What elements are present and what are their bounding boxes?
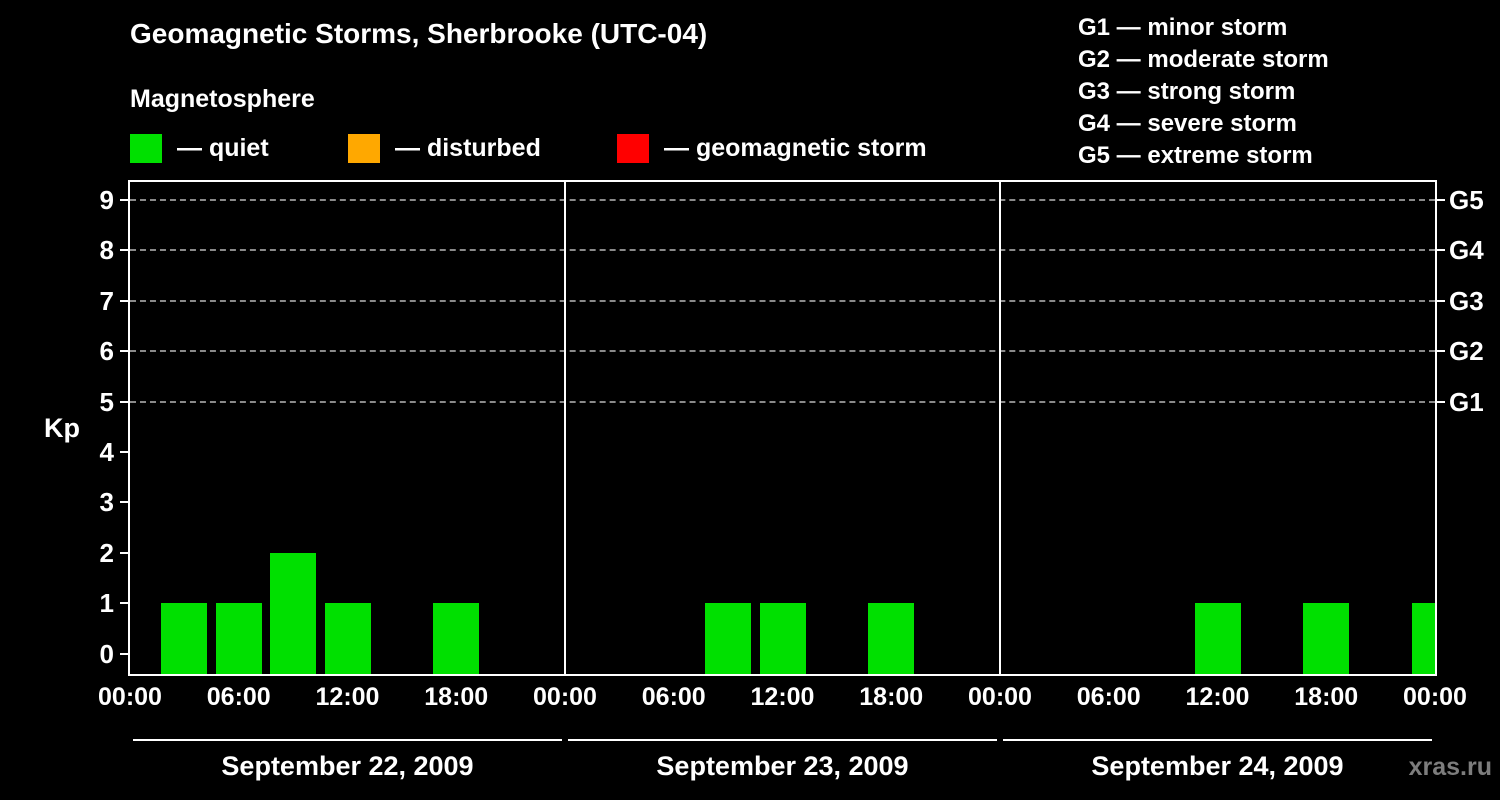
right-axis-label-g4: G4 bbox=[1449, 235, 1484, 266]
right-axis-label-g3: G3 bbox=[1449, 285, 1484, 316]
left-tick-mark bbox=[120, 551, 130, 554]
g1-legend-line: G1 — minor storm bbox=[1078, 14, 1288, 41]
left-tick-mark bbox=[120, 450, 130, 453]
y-tick-label: 0 bbox=[99, 638, 114, 669]
kp-bar-day1-h3 bbox=[161, 603, 208, 674]
g4-legend-line: G4 — severe storm bbox=[1078, 110, 1297, 137]
y-tick-label: 7 bbox=[99, 285, 114, 316]
y-tick-label: 1 bbox=[99, 588, 114, 619]
legend-item-quiet: — quiet bbox=[130, 133, 269, 163]
y-tick-label: 8 bbox=[99, 235, 114, 266]
x-tick-label: 12:00 bbox=[750, 683, 815, 711]
x-tick-label: 18:00 bbox=[1294, 683, 1359, 711]
y-tick-label: 4 bbox=[99, 436, 114, 467]
left-tick-mark bbox=[120, 249, 130, 252]
x-tick-label: 00:00 bbox=[533, 683, 597, 711]
kp-bar-day2-h18 bbox=[868, 603, 915, 674]
x-tick-label: 00:00 bbox=[968, 683, 1032, 711]
x-tick-label: 12:00 bbox=[1185, 683, 1250, 711]
x-tick-label: 12:00 bbox=[315, 683, 380, 711]
gridline-g3 bbox=[130, 299, 1435, 302]
watermark: xras.ru bbox=[1408, 753, 1492, 781]
g3-legend-line: G3 — strong storm bbox=[1078, 78, 1296, 105]
day-separator bbox=[999, 182, 1001, 674]
kp-bar-day1-h12 bbox=[324, 603, 371, 674]
right-tick-mark bbox=[1435, 249, 1445, 252]
day-separator bbox=[564, 182, 566, 674]
plot-area bbox=[130, 182, 1435, 674]
chart-subtitle: Magnetosphere bbox=[130, 85, 315, 113]
g5-legend-line: G5 — extreme storm bbox=[1078, 142, 1313, 169]
date-label-day3: September 24, 2009 bbox=[1091, 751, 1344, 781]
g2-legend-line: G2 — moderate storm bbox=[1078, 46, 1329, 73]
gridline-g1 bbox=[130, 400, 1435, 403]
right-axis-label-g5: G5 bbox=[1449, 184, 1484, 215]
left-tick-mark bbox=[120, 501, 130, 504]
x-tick-label: 06:00 bbox=[206, 683, 271, 711]
left-tick-mark bbox=[120, 350, 130, 353]
storm-color-swatch bbox=[617, 133, 649, 163]
storm-label: — geomagnetic storm bbox=[664, 133, 927, 162]
x-tick-label: 18:00 bbox=[859, 683, 924, 711]
x-tick-label: 06:00 bbox=[641, 683, 706, 711]
y-tick-label: 5 bbox=[99, 386, 114, 417]
x-tick-label: 00:00 bbox=[98, 683, 162, 711]
date-label-day2: September 23, 2009 bbox=[656, 751, 909, 781]
left-tick-mark bbox=[120, 299, 130, 302]
right-tick-mark bbox=[1435, 299, 1445, 302]
date-underline bbox=[1003, 739, 1432, 741]
date-label-day1: September 22, 2009 bbox=[221, 751, 474, 781]
quiet-label: — quiet bbox=[177, 133, 269, 162]
legend-item-disturbed: — disturbed bbox=[348, 133, 541, 163]
y-tick-label: 9 bbox=[99, 184, 114, 215]
x-tick-label: 18:00 bbox=[424, 683, 489, 711]
x-tick-label: 06:00 bbox=[1076, 683, 1141, 711]
legend-item-storm: — geomagnetic storm bbox=[617, 133, 927, 163]
disturbed-label: — disturbed bbox=[395, 133, 541, 162]
right-tick-mark bbox=[1435, 350, 1445, 353]
right-axis-label-g2: G2 bbox=[1449, 336, 1484, 367]
date-underline bbox=[133, 739, 562, 741]
y-tick-label: 2 bbox=[99, 537, 114, 568]
kp-bar-day3-h12 bbox=[1194, 603, 1241, 674]
gridline-g4 bbox=[130, 249, 1435, 252]
kp-bar-day3-h18 bbox=[1303, 603, 1350, 674]
left-tick-mark bbox=[120, 400, 130, 403]
gridline-g2 bbox=[130, 350, 1435, 353]
right-tick-mark bbox=[1435, 198, 1445, 201]
chart-title: Geomagnetic Storms, Sherbrooke (UTC-04) bbox=[130, 18, 708, 49]
left-tick-mark bbox=[120, 602, 130, 605]
y-tick-label: 6 bbox=[99, 336, 114, 367]
gridline-g5 bbox=[130, 198, 1435, 201]
kp-bar-day3-h24 bbox=[1412, 603, 1435, 674]
disturbed-color-swatch bbox=[348, 133, 380, 163]
kp-bar-day2-h12 bbox=[759, 603, 806, 674]
y-tick-label: 3 bbox=[99, 487, 114, 518]
kp-bar-day1-h18 bbox=[433, 603, 480, 674]
left-tick-mark bbox=[120, 198, 130, 201]
left-tick-mark bbox=[120, 652, 130, 655]
x-tick-label: 00:00 bbox=[1403, 683, 1467, 711]
quiet-color-swatch bbox=[130, 133, 162, 163]
kp-bar-day1-h6 bbox=[215, 603, 262, 674]
right-axis-label-g1: G1 bbox=[1449, 386, 1484, 417]
kp-bar-day2-h9 bbox=[705, 603, 752, 674]
kp-bar-day1-h9 bbox=[270, 552, 317, 674]
y-axis-title: Kp bbox=[44, 413, 80, 443]
date-underline bbox=[568, 739, 997, 741]
right-tick-mark bbox=[1435, 400, 1445, 403]
g-scale-legend: G1 — minor storm G2 — moderate storm G3 … bbox=[1078, 12, 1329, 172]
